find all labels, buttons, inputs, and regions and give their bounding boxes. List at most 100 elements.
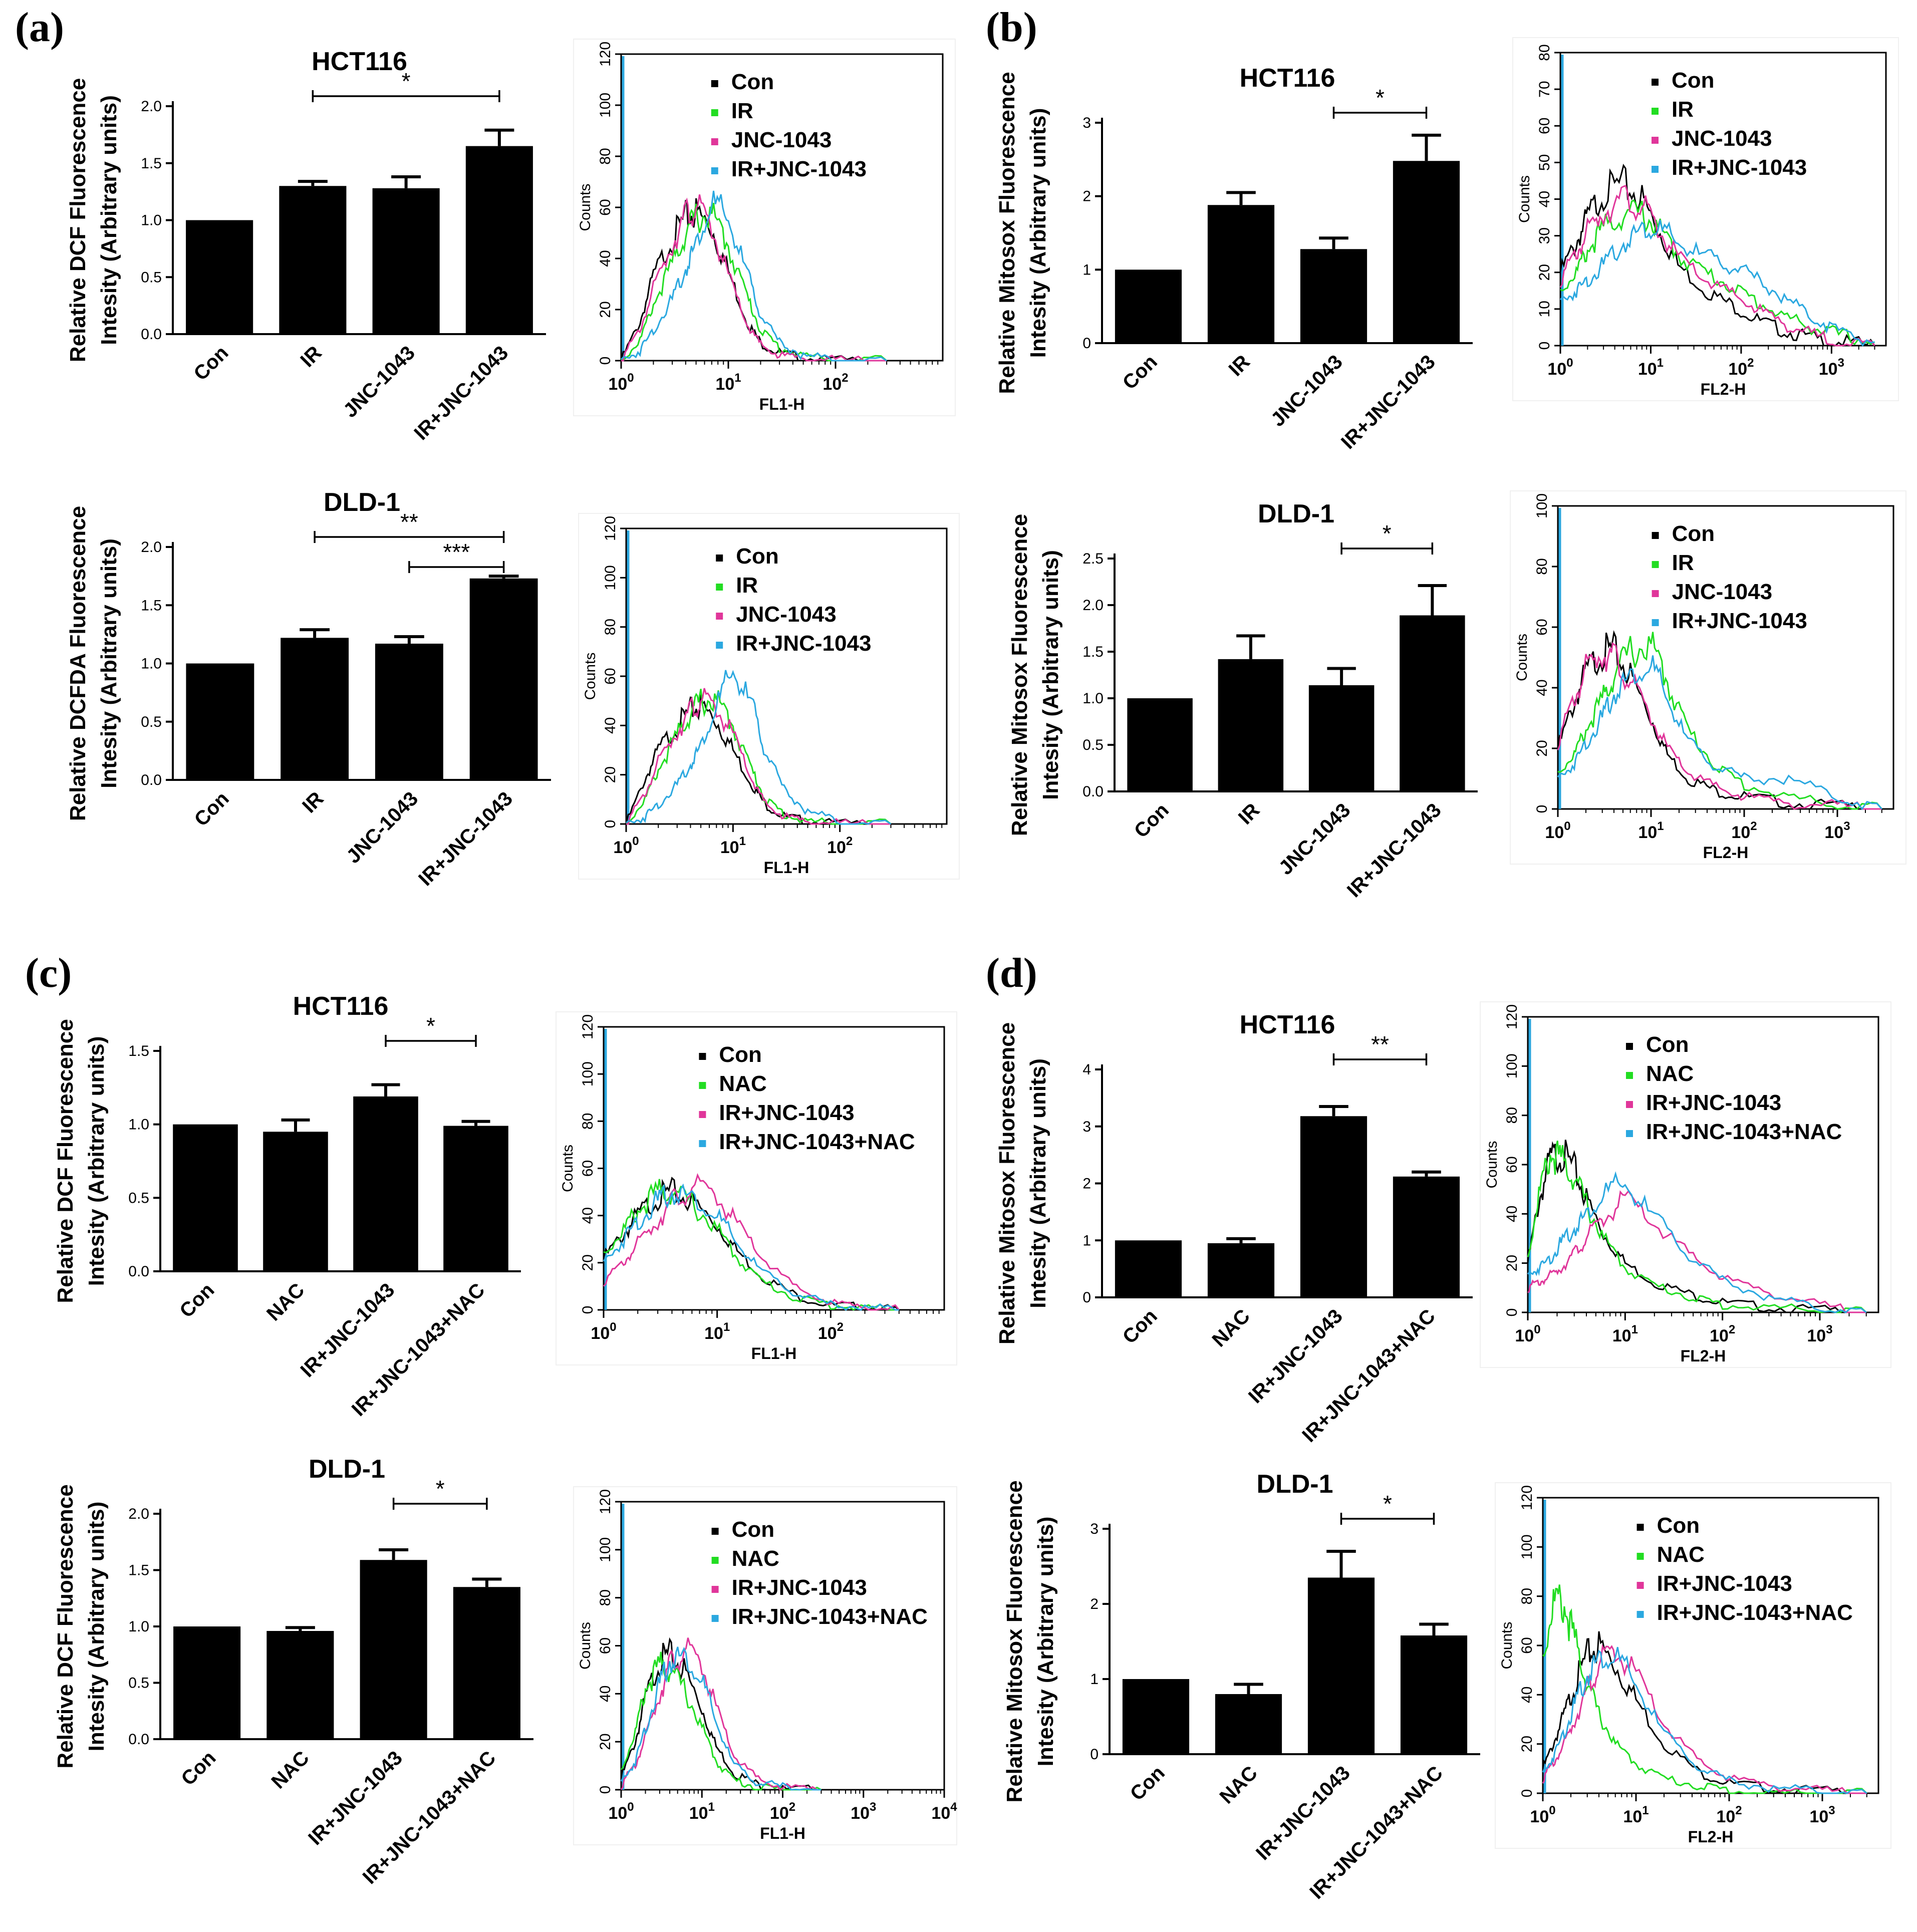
bar — [353, 1096, 418, 1271]
bar-chart: HCT116 Relative Mitosox Fluorescence Intes… — [995, 1010, 1473, 1447]
bar — [1115, 269, 1182, 343]
y-tick-label: 3 — [1082, 115, 1091, 131]
x-tick-base: 10 — [689, 1804, 708, 1823]
x-tick-exponent: 3 — [1828, 1804, 1835, 1817]
legend-label: IR+JNC-1043+NAC — [1657, 1600, 1853, 1625]
legend-swatch — [716, 613, 723, 620]
y-tick-label: 2.5 — [1082, 550, 1104, 567]
chart-title: HCT116 — [293, 992, 389, 1021]
x-tick-label: 101 — [1638, 356, 1664, 379]
y-tick-label: 1 — [1082, 261, 1091, 278]
y-tick-label: 20 — [1534, 740, 1550, 756]
series-line — [626, 670, 892, 825]
category-label: Con — [175, 1279, 218, 1322]
plot-area — [1557, 505, 1894, 810]
y-axis-title: Counts — [577, 183, 594, 231]
legend-label: IR — [731, 99, 753, 123]
legend-label: NAC — [1646, 1061, 1694, 1086]
y-tick-label: 60 — [1536, 118, 1553, 134]
y-tick-label: 20 — [597, 1733, 614, 1750]
plot-area — [1542, 1497, 1879, 1794]
bar — [173, 1124, 238, 1271]
x-tick-base: 10 — [1638, 360, 1657, 379]
y-tick-label: 80 — [597, 148, 614, 164]
bar — [1300, 1116, 1367, 1297]
x-tick-base: 10 — [715, 375, 734, 394]
x-tick-label: 100 — [1530, 1804, 1555, 1826]
y-axis-label: Relative DCFDA Fluorescence — [66, 506, 90, 821]
x-tick-exponent: 1 — [1631, 1323, 1638, 1336]
x-tick-exponent: 1 — [708, 1800, 714, 1814]
y-tick-label: 2 — [1082, 1176, 1091, 1192]
y-tick-label: 60 — [597, 199, 614, 215]
series-line — [1559, 184, 1875, 347]
y-tick-label: 1.5 — [141, 597, 162, 614]
category-label: IR — [296, 342, 326, 371]
x-tick-label: 101 — [720, 835, 746, 857]
legend-label: Con — [1672, 68, 1715, 93]
series-line — [620, 1646, 821, 1791]
x-tick-exponent: 0 — [627, 1800, 634, 1814]
x-tick-label: 101 — [1638, 819, 1664, 842]
y-tick-label: 0.0 — [128, 1731, 149, 1748]
bar — [173, 1626, 241, 1739]
x-tick-base: 10 — [1731, 823, 1750, 842]
legend-swatch — [1626, 1101, 1633, 1108]
legend-label: JNC-1043 — [731, 128, 832, 152]
x-tick-label: 103 — [851, 1800, 876, 1823]
y-tick-label: 80 — [1536, 44, 1553, 61]
bar-chart: DLD-1 Relative DCF Fluorescence Intesity (… — [53, 1455, 533, 1888]
legend-label: Con — [1646, 1032, 1689, 1057]
x-tick-label: 102 — [827, 835, 853, 857]
x-tick-label: 102 — [1731, 819, 1757, 842]
category-label: IR+JNC-1043 — [414, 787, 517, 890]
significance-label: * — [426, 1013, 435, 1039]
y-axis-label: Relative DCF Fluorescence — [53, 1019, 78, 1303]
bar — [1127, 698, 1193, 791]
y-tick-label: 120 — [597, 42, 614, 67]
series-line — [603, 1183, 899, 1311]
category-label: JNC-1043 — [342, 787, 422, 868]
y-tick-label: 60 — [1534, 619, 1550, 635]
y-tick-label: 3 — [1090, 1521, 1099, 1537]
legend-label: NAC — [1657, 1542, 1705, 1567]
y-tick-label: 30 — [1536, 227, 1553, 244]
legend-swatch — [1626, 1072, 1633, 1079]
series-line — [1557, 655, 1882, 810]
y-tick-label: 2 — [1090, 1596, 1099, 1612]
category-label: IR+JNC-1043 — [1244, 1305, 1347, 1408]
category-label: IR+JNC-1043 — [1337, 351, 1440, 453]
x-tick-base: 10 — [1612, 1326, 1631, 1345]
legend-swatch — [1652, 619, 1659, 626]
y-tick-label: 0.0 — [1082, 783, 1104, 800]
bar — [1207, 205, 1275, 343]
plot-area — [625, 527, 948, 825]
legend-swatch — [1652, 79, 1659, 86]
y-tick-label: 100 — [597, 93, 614, 118]
bar — [281, 638, 349, 780]
bar — [1218, 659, 1284, 791]
series-line — [1527, 1171, 1867, 1313]
legend-swatch — [1636, 1611, 1644, 1618]
bar — [1400, 1635, 1468, 1754]
x-tick-label: 102 — [823, 371, 848, 394]
plot-area — [1559, 52, 1887, 347]
significance-label: ** — [400, 509, 418, 535]
legend-swatch — [1636, 1553, 1644, 1560]
y-tick-label: 1.5 — [141, 155, 162, 172]
series-line — [1559, 163, 1875, 347]
plot-border — [556, 1011, 957, 1365]
panel-label-a: (a) — [15, 4, 64, 51]
x-tick-base: 10 — [704, 1324, 723, 1343]
x-tick-label: 101 — [1612, 1323, 1638, 1345]
category-label: IR — [1234, 799, 1264, 829]
legend-label: IR+JNC-1043 — [732, 1575, 867, 1600]
series-line — [1557, 630, 1882, 810]
y-tick-label: 0.0 — [128, 1263, 149, 1280]
legend-label: IR+JNC-1043 — [1672, 155, 1807, 180]
